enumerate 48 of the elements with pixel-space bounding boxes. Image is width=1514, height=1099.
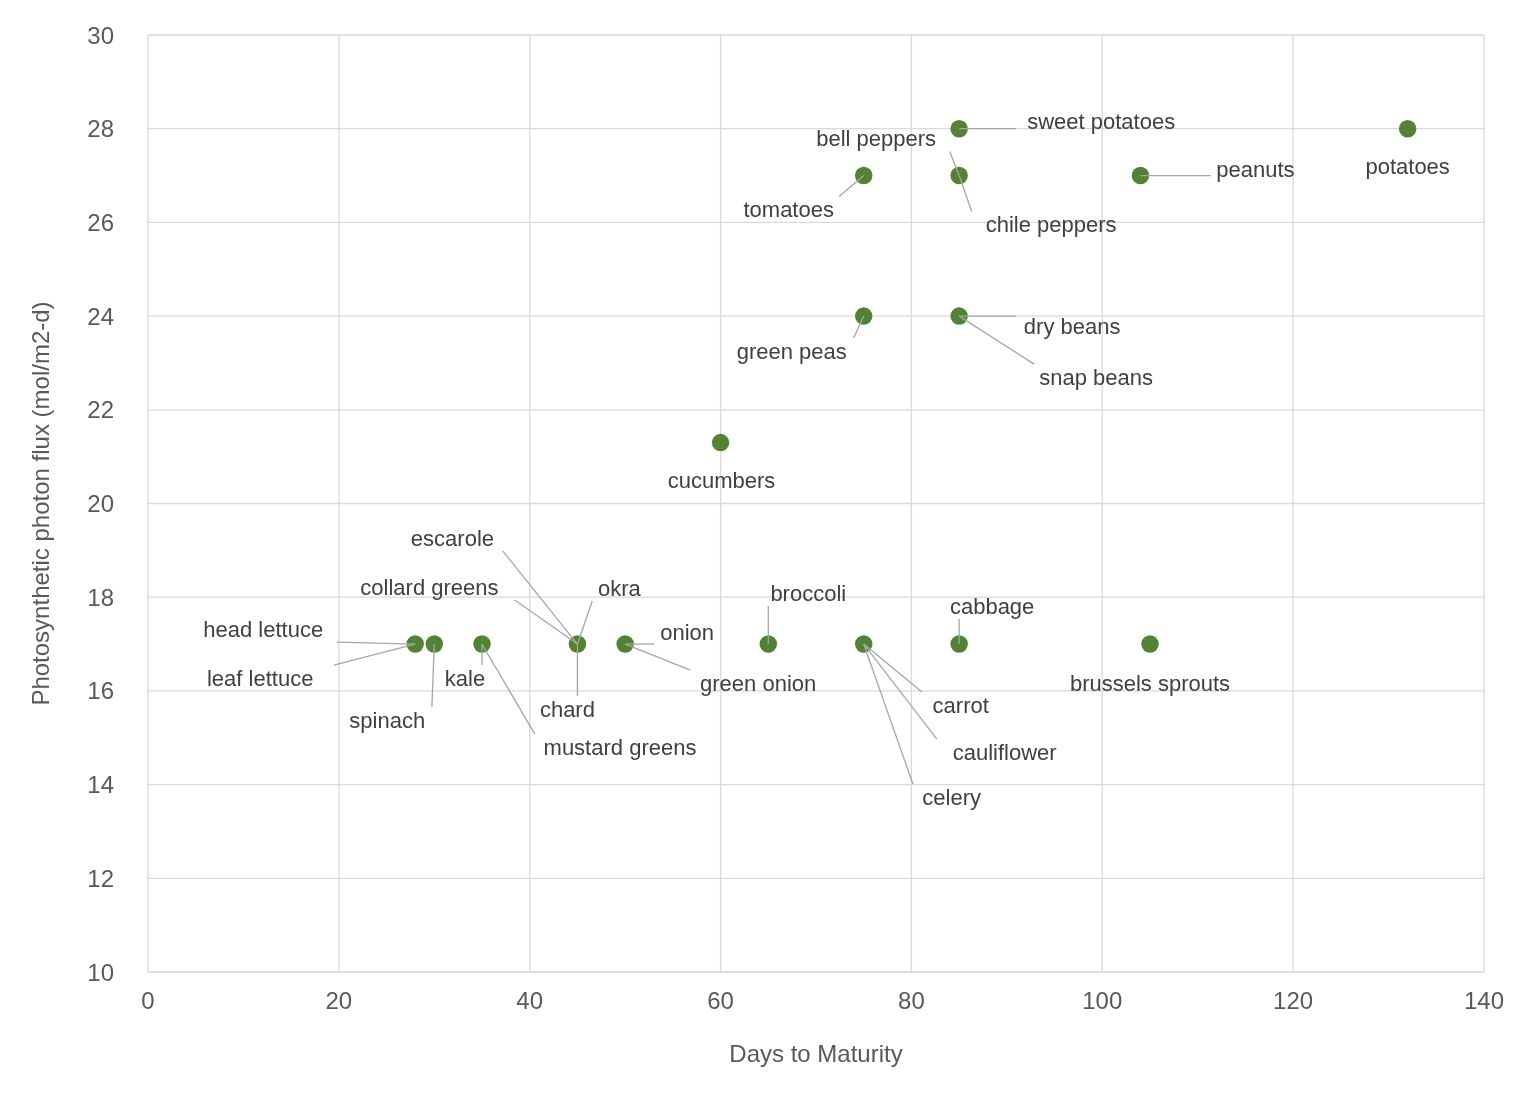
y-tick-label: 28 (87, 115, 114, 143)
y-tick-label: 14 (87, 771, 114, 799)
annotation: escarole (410, 525, 495, 551)
annotation: spinach (349, 707, 426, 733)
annotation: mustard greens (543, 734, 697, 760)
y-tick-label: 12 (87, 864, 114, 892)
y-tick-label: 10 (87, 958, 114, 986)
annotation: tomatoes (743, 197, 834, 223)
x-tick-label: 100 (1082, 987, 1123, 1015)
y-tick-label: 20 (87, 490, 114, 518)
annotation: sweet potatoes (1027, 109, 1176, 135)
annotation: cauliflower (952, 739, 1057, 765)
annotation: kale (444, 665, 486, 691)
x-tick-label: 40 (516, 987, 544, 1015)
annotation: leaf lettuce (207, 665, 314, 691)
x-axis-title: Days to Maturity (729, 1040, 903, 1067)
annotation: chard (539, 696, 595, 722)
annotation: bell peppers (816, 126, 937, 152)
x-tick-label: 60 (707, 987, 734, 1015)
x-tick-label: 0 (141, 987, 155, 1015)
annotation: carrot (932, 692, 989, 718)
annotation: cucumbers (667, 468, 776, 494)
x-tick-label: 80 (898, 987, 925, 1015)
annotation: dry beans (1023, 313, 1121, 339)
annotation: collard greens (360, 574, 499, 600)
y-tick-label: 30 (87, 21, 114, 49)
annotation: green onion (700, 670, 817, 696)
x-tick-label: 140 (1463, 987, 1505, 1015)
annotation: onion (660, 619, 715, 645)
annotation: brussels sprouts (1069, 670, 1231, 696)
annotation: potatoes (1365, 154, 1450, 180)
x-tick-label: 20 (325, 987, 353, 1015)
y-tick-label: 26 (87, 208, 114, 236)
y-tick-label: 16 (87, 677, 114, 705)
x-tick-label: 120 (1273, 987, 1314, 1015)
y-tick-label: 22 (87, 396, 114, 424)
annotation: snap beans (1039, 364, 1154, 390)
y-tick-label: 24 (87, 302, 114, 330)
annotation: chile peppers (985, 212, 1117, 238)
annotation: okra (598, 575, 642, 601)
annotation: peanuts (1216, 157, 1295, 183)
annotation: green peas (736, 338, 847, 364)
annotation: broccoli (770, 580, 847, 606)
annotation: celery (922, 784, 982, 810)
annotation: head lettuce (203, 616, 324, 642)
annotation: cabbage (949, 593, 1035, 619)
y-axis-title: Photosynthetic photon flux (mol/m2-d) (26, 301, 54, 706)
y-tick-label: 18 (87, 583, 114, 611)
